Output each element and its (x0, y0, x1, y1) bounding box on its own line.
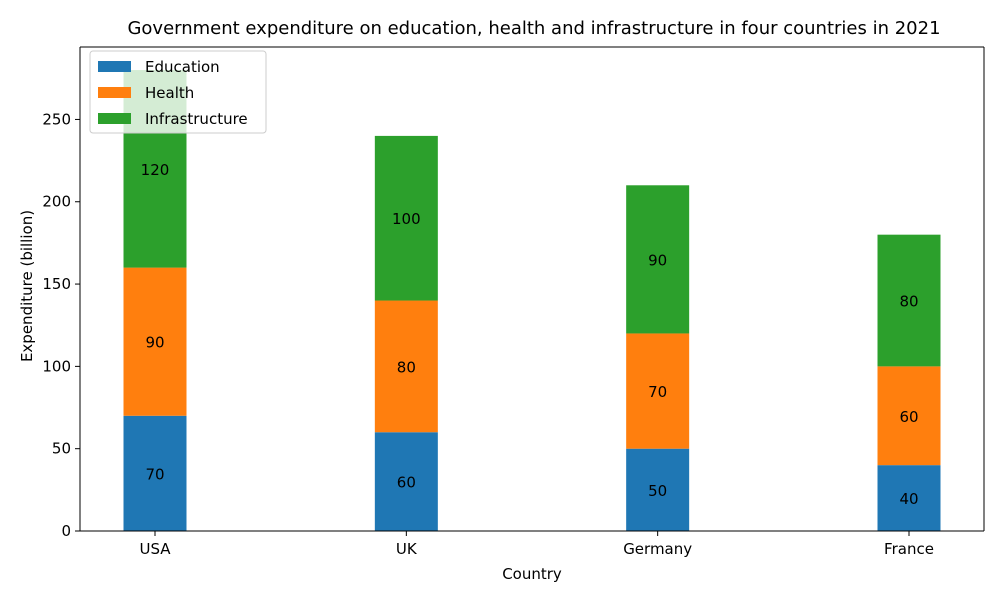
bar-education-usa (123, 415, 187, 531)
bar-health-france (877, 366, 941, 466)
chart-title: Government expenditure on education, hea… (127, 18, 940, 39)
bar-health-uk (374, 300, 438, 433)
bar-infrastructure-uk (374, 135, 438, 301)
data-label-health-france: 60 (899, 408, 918, 426)
x-tick-label-germany: Germany (623, 540, 692, 558)
legend-label-education: Education (145, 58, 220, 76)
y-tick-label: 150 (42, 275, 71, 293)
y-tick-label: 200 (42, 193, 71, 211)
bar-education-uk (374, 432, 438, 531)
y-tick-label: 50 (52, 440, 71, 458)
legend-swatch-infrastructure (98, 113, 131, 124)
data-label-health-germany: 70 (648, 383, 667, 401)
legend-swatch-health (98, 87, 131, 98)
y-axis-label: Expenditure (billion) (18, 210, 36, 362)
y-tick-label: 0 (61, 522, 71, 540)
data-label-education-germany: 50 (648, 482, 667, 500)
bar-education-france (877, 465, 941, 531)
data-label-infrastructure-germany: 90 (648, 251, 667, 269)
data-label-infrastructure-usa: 120 (141, 161, 170, 179)
data-label-education-uk: 60 (397, 474, 416, 492)
legend-label-health: Health (145, 84, 194, 102)
x-axis-label: Country (502, 565, 562, 583)
legend-box (89, 50, 267, 134)
x-tick-label-france: France (884, 540, 934, 558)
plot-area: 70 90 120 60 80 100 50 70 90 40 60 80 0 50 100 150 200 25… (42, 46, 985, 558)
data-label-education-usa: 70 (145, 465, 164, 483)
y-tick-label: 250 (42, 110, 71, 128)
bar-infrastructure-france (877, 234, 941, 367)
data-label-education-france: 40 (899, 490, 918, 508)
bar-health-usa (123, 267, 187, 416)
legend: Education Health Infrastructure (89, 50, 267, 134)
data-label-infrastructure-uk: 100 (392, 210, 421, 228)
bar-health-germany (626, 333, 690, 449)
bar-education-germany (626, 448, 690, 531)
data-label-infrastructure-france: 80 (899, 293, 918, 311)
bar-infrastructure-germany (626, 185, 690, 334)
data-label-health-usa: 90 (145, 334, 164, 352)
legend-swatch-education (98, 61, 131, 72)
x-tick-label-uk: UK (396, 540, 418, 558)
legend-label-infrastructure: Infrastructure (145, 110, 248, 128)
y-tick-label: 100 (42, 357, 71, 375)
data-label-health-uk: 80 (397, 358, 416, 376)
x-tick-label-usa: USA (139, 540, 171, 558)
